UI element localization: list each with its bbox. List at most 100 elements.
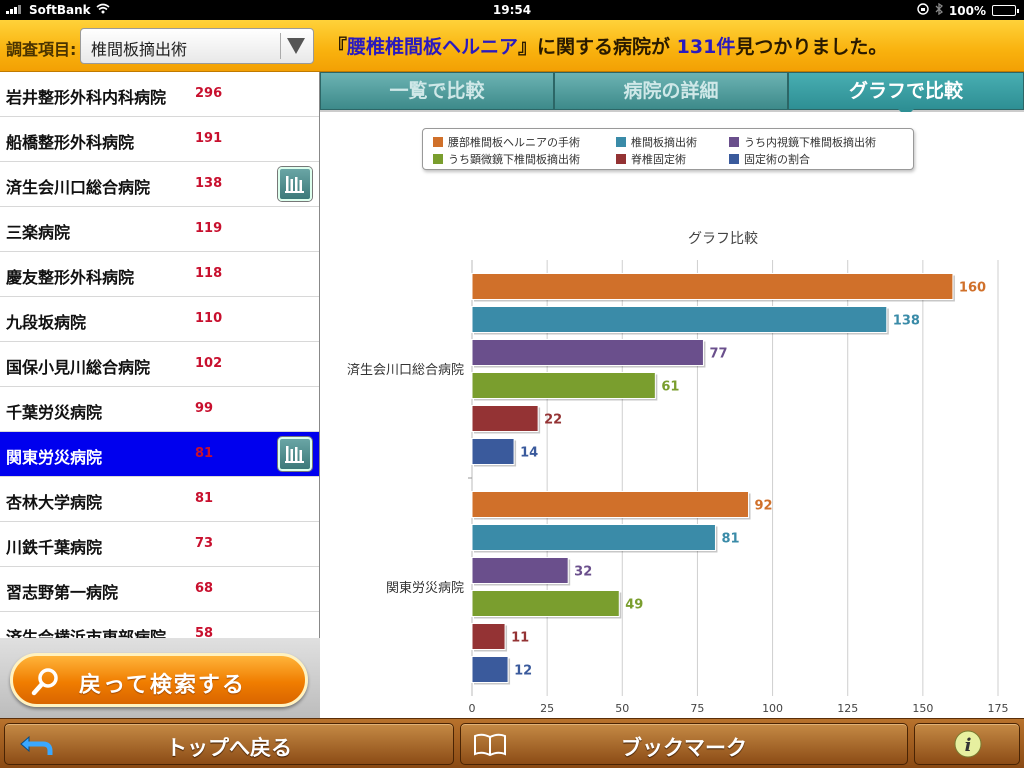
- battery-icon: [992, 5, 1019, 16]
- bar: [471, 623, 506, 650]
- legend-item: 脊椎固定術: [616, 151, 686, 167]
- bar: [471, 557, 569, 584]
- lock-rotation-icon: [917, 3, 929, 18]
- carrier-name: SoftBank: [29, 3, 91, 17]
- svg-text:i: i: [965, 735, 972, 756]
- back-to-search-button[interactable]: 戻って検索する: [10, 653, 308, 707]
- data-label: 81: [721, 532, 739, 547]
- data-label: 32: [574, 565, 592, 580]
- hospital-list-row[interactable]: 慶友整形外科病院 118: [0, 252, 319, 297]
- data-label: 138: [893, 314, 920, 329]
- hospital-name: 三楽病院: [6, 223, 71, 242]
- search-area: 戻って検索する: [0, 638, 320, 718]
- legend-item: 固定術の割合: [729, 151, 810, 167]
- clock: 19:54: [492, 3, 532, 17]
- tab-list-compare-label: 一覧で比較: [389, 80, 485, 102]
- bookmark-button[interactable]: ブックマーク: [460, 723, 908, 765]
- bar-chart: グラフ比較 0 25 50 75 100 125 150 175 済生会川口総合病院 160 138 7…: [347, 231, 1009, 715]
- magnifier-icon: [31, 666, 61, 700]
- message-disease: 腰椎椎間板ヘルニア: [347, 36, 519, 58]
- bar: [471, 306, 888, 333]
- legend-swatch: [729, 154, 739, 164]
- legend-item: 腰部椎間板ヘルニアの手術: [433, 134, 580, 150]
- bar-graph-icon[interactable]: [278, 437, 312, 471]
- message-open-quote: 『: [328, 36, 348, 58]
- hospital-case-count: 110: [195, 311, 223, 326]
- hospital-list-row[interactable]: 岩井整形外科内科病院 296: [0, 72, 319, 117]
- bar: [471, 273, 954, 300]
- x-tick-label: 175: [988, 702, 1009, 715]
- data-label: 14: [520, 446, 538, 461]
- x-tick-label: 125: [837, 702, 858, 715]
- status-bar: SoftBank 19:54 100%: [0, 0, 1024, 20]
- select-divider: [280, 33, 281, 59]
- book-icon: [473, 731, 507, 761]
- category-label: 関東労災病院: [386, 580, 464, 596]
- legend-label: うち内視鏡下椎間板摘出術: [744, 136, 876, 149]
- legend-swatch: [616, 137, 626, 147]
- hospital-case-count: 73: [195, 536, 214, 551]
- tab-hospital-detail[interactable]: 病院の詳細: [554, 72, 788, 110]
- hospital-list-row[interactable]: 済生会横浜市東部病院 58: [0, 612, 319, 638]
- hospital-list-row[interactable]: 国保小見川総合病院 102: [0, 342, 319, 387]
- bottom-toolbar: トップへ戻る ブックマーク i: [0, 718, 1024, 768]
- hospital-case-count: 68: [195, 581, 214, 596]
- hospital-name: 済生会川口総合病院: [6, 178, 151, 197]
- data-label: 61: [661, 380, 679, 395]
- x-tick-label: 0: [469, 702, 476, 715]
- bar: [471, 372, 656, 399]
- data-label: 22: [544, 413, 562, 428]
- survey-item-select[interactable]: 椎間板摘出術: [80, 28, 314, 64]
- legend-item: うち内視鏡下椎間板摘出術: [729, 134, 876, 150]
- info-icon: i: [953, 729, 983, 763]
- signal-icon: [6, 3, 24, 17]
- hospital-list-row[interactable]: 千葉労災病院 99: [0, 387, 319, 432]
- hospital-name: 済生会横浜市東部病院: [6, 628, 167, 638]
- legend-swatch: [433, 137, 443, 147]
- bar: [471, 524, 716, 551]
- hospital-list-row[interactable]: 済生会川口総合病院 138: [0, 162, 319, 207]
- bar: [471, 656, 509, 683]
- tab-graph-compare-label: グラフで比較: [848, 80, 963, 102]
- bluetooth-icon: [935, 2, 943, 18]
- bar: [471, 339, 704, 366]
- legend-label: うち顕微鏡下椎間板摘出術: [448, 153, 580, 166]
- tab-list-compare[interactable]: 一覧で比較: [320, 72, 554, 110]
- tab-graph-compare[interactable]: グラフで比較: [788, 72, 1024, 117]
- legend-swatch: [729, 137, 739, 147]
- hospital-list-row[interactable]: 習志野第一病院 68: [0, 567, 319, 612]
- info-button[interactable]: i: [914, 723, 1020, 765]
- result-message: 『腰椎椎間板ヘルニア』に関する病院が 131件見つかりました。: [328, 32, 887, 59]
- back-to-top-button[interactable]: トップへ戻る: [4, 723, 454, 765]
- message-suffix: 見つかりました。: [735, 36, 888, 58]
- legend-label: 椎間板摘出術: [631, 136, 697, 149]
- x-tick-label: 75: [690, 702, 704, 715]
- bookmark-label: ブックマーク: [621, 736, 747, 760]
- dropdown-arrow-icon[interactable]: [287, 38, 305, 54]
- hospital-list-row[interactable]: 九段坂病院 110: [0, 297, 319, 342]
- legend-swatch: [433, 154, 443, 164]
- message-count: 131件: [676, 36, 736, 58]
- search-header: 調査項目: 椎間板摘出術 『腰椎椎間板ヘルニア』に関する病院が 131件見つかり…: [0, 20, 1024, 72]
- hospital-name: 杏林大学病院: [6, 493, 103, 512]
- hospital-list-row[interactable]: 三楽病院 119: [0, 207, 319, 252]
- legend-swatch: [616, 154, 626, 164]
- battery-percent: 100%: [948, 3, 986, 18]
- legend-item: 椎間板摘出術: [616, 134, 697, 150]
- view-tabs: 一覧で比較 病院の詳細 グラフで比較: [320, 72, 1024, 117]
- survey-item-value: 椎間板摘出術: [91, 40, 188, 59]
- hospital-case-count: 191: [195, 131, 223, 146]
- hospital-list-row[interactable]: 杏林大学病院 81: [0, 477, 319, 522]
- hospital-list[interactable]: 岩井整形外科内科病院 296 船橋整形外科病院 191 済生会川口総合病院 138 三楽病院…: [0, 72, 320, 638]
- data-label: 77: [709, 347, 727, 362]
- hospital-case-count: 81: [195, 491, 214, 506]
- legend-label: 脊椎固定術: [631, 153, 686, 166]
- hospital-name: 船橋整形外科病院: [6, 133, 135, 152]
- hospital-list-row[interactable]: 船橋整形外科病院 191: [0, 117, 319, 162]
- hospital-name: 慶友整形外科病院: [6, 268, 135, 287]
- data-label: 49: [625, 598, 643, 613]
- hospital-list-row[interactable]: 川鉄千葉病院 73: [0, 522, 319, 567]
- bar-graph-icon[interactable]: [278, 167, 312, 201]
- category-label: 済生会川口総合病院: [347, 362, 464, 378]
- hospital-list-row[interactable]: 関東労災病院 81: [0, 432, 319, 477]
